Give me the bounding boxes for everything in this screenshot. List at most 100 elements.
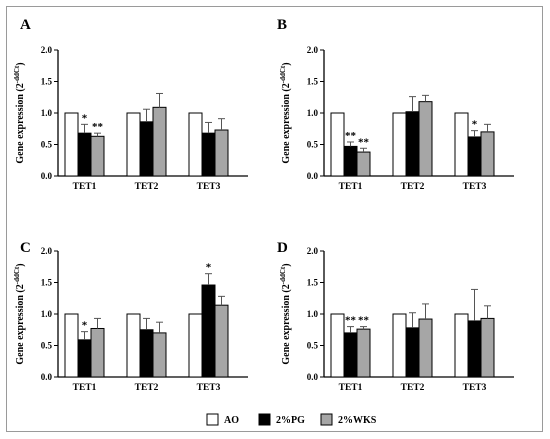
y-tick-label: 1.0 [41, 108, 53, 118]
significance-mark: * [82, 112, 88, 124]
bar [330, 112, 345, 177]
y-tick-label: 2.0 [41, 246, 53, 256]
bar [90, 135, 105, 177]
bar [201, 284, 216, 378]
figure-frame [6, 6, 543, 432]
bar [454, 112, 469, 177]
bar [152, 106, 167, 177]
y-tick-label: 0.0 [307, 171, 319, 181]
significance-mark: * [206, 262, 212, 274]
bar [330, 313, 345, 378]
significance-mark: * [82, 320, 88, 332]
significance-mark: ** [358, 315, 370, 327]
panel-label: A [20, 17, 31, 33]
legend-item: AO [206, 413, 239, 426]
panel-label: C [20, 240, 31, 256]
y-tick-label: 0.5 [41, 140, 53, 150]
legend-label: 2%WKS [338, 415, 377, 426]
bar [392, 112, 407, 177]
y-tick-label: 0.5 [307, 341, 319, 351]
significance-mark: * [472, 119, 478, 131]
legend-swatch [206, 413, 219, 426]
y-tick-label: 1.5 [307, 77, 319, 87]
bar [152, 332, 167, 378]
y-tick-label: 0.0 [307, 372, 319, 382]
y-tick-label: 2.0 [307, 246, 319, 256]
y-tick-label: 0.0 [41, 171, 53, 181]
y-tick-label: 1.0 [41, 309, 53, 319]
chart-panel-b: B Gene expression (2-ddCt) 0.0 0.5 1.0 1.5 2.0… [277, 17, 514, 192]
bar [90, 327, 105, 378]
y-tick-label: 0.5 [41, 341, 53, 351]
significance-mark: ** [345, 315, 357, 327]
bar [77, 132, 92, 177]
y-tick-label: 0.0 [41, 372, 53, 382]
bar [214, 129, 229, 177]
y-tick-label: 1.0 [307, 108, 319, 118]
y-tick-label: 1.5 [307, 278, 319, 288]
y-axis-label: Gene expression (2-ddCt) [279, 62, 292, 163]
bar [343, 332, 358, 378]
chart-panel-d: D Gene expression (2-ddCt) 0.0 0.5 1.0 1.5 2.0… [277, 240, 514, 393]
bar [480, 131, 495, 177]
x-tick-label: TET1 [339, 383, 363, 393]
panel-label: B [277, 17, 287, 33]
bar [126, 112, 141, 177]
bar [356, 151, 371, 177]
bar [418, 101, 433, 177]
panel-label: D [277, 240, 288, 256]
legend-swatch [258, 413, 271, 426]
x-tick-label: TET2 [401, 182, 425, 192]
y-tick-label: 0.5 [307, 140, 319, 150]
y-tick-label: 2.0 [307, 45, 319, 55]
chart-panel-a: A Gene expression (2-ddCt) 0.0 0.5 1.0 1.5 2.0… [13, 17, 248, 192]
x-tick-label: TET2 [135, 383, 159, 393]
bar [356, 328, 371, 378]
bar [64, 112, 79, 177]
y-tick-label: 1.5 [41, 278, 53, 288]
y-axis-label: Gene expression (2-ddCt) [13, 62, 26, 163]
bar [467, 136, 482, 177]
bar [405, 111, 420, 177]
x-tick-label: TET3 [197, 182, 221, 192]
bar [64, 313, 79, 378]
bar [392, 313, 407, 378]
y-tick-label: 2.0 [41, 45, 53, 55]
bar [418, 318, 433, 378]
legend-label: AO [224, 415, 239, 426]
x-tick-label: TET3 [463, 383, 487, 393]
bar [188, 313, 203, 378]
bar [343, 145, 358, 177]
bar [467, 320, 482, 378]
significance-mark: ** [358, 136, 370, 148]
legend-item: 2%PG [258, 413, 305, 426]
bar [139, 329, 154, 378]
bar [214, 304, 229, 378]
bar [454, 313, 469, 378]
bar [188, 112, 203, 177]
x-tick-label: TET3 [463, 182, 487, 192]
x-tick-label: TET2 [401, 383, 425, 393]
x-tick-label: TET3 [197, 383, 221, 393]
x-tick-label: TET2 [135, 182, 159, 192]
y-tick-label: 1.0 [307, 309, 319, 319]
y-axis-label: Gene expression (2-ddCt) [279, 263, 292, 364]
y-tick-label: 1.5 [41, 77, 53, 87]
significance-mark: ** [92, 121, 104, 133]
bar [480, 317, 495, 378]
legend-item: 2%WKS [320, 413, 377, 426]
y-axis-label: Gene expression (2-ddCt) [13, 263, 26, 364]
significance-mark: ** [345, 130, 357, 142]
bar [201, 132, 216, 177]
legend-swatch [320, 413, 333, 426]
bar [126, 313, 141, 378]
x-tick-label: TET1 [73, 182, 97, 192]
bar [77, 339, 92, 378]
x-tick-label: TET1 [73, 383, 97, 393]
legend-label: 2%PG [276, 415, 305, 426]
bar [405, 327, 420, 378]
x-tick-label: TET1 [339, 182, 363, 192]
chart-panel-c: C Gene expression (2-ddCt) 0.0 0.5 1.0 1.5 2.0… [13, 240, 248, 393]
